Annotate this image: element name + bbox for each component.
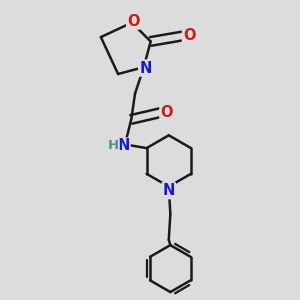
Text: N: N (163, 183, 175, 198)
Text: O: O (183, 28, 195, 43)
Text: O: O (127, 14, 140, 28)
Text: O: O (160, 105, 173, 120)
Text: N: N (139, 61, 152, 76)
Text: H: H (108, 140, 119, 152)
Text: N: N (117, 139, 130, 154)
